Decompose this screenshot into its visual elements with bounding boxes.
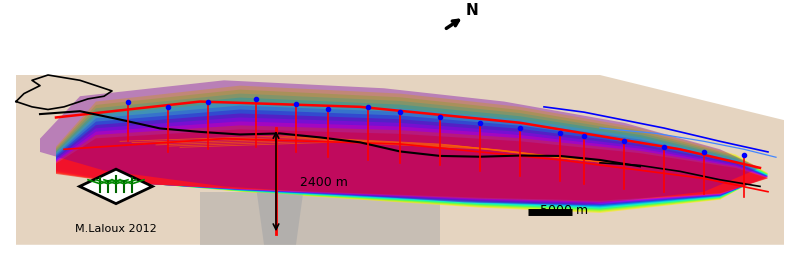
Text: 2400 m: 2400 m	[300, 176, 348, 189]
Polygon shape	[256, 173, 304, 245]
Polygon shape	[56, 118, 768, 204]
Polygon shape	[56, 129, 768, 201]
Text: 5000 m: 5000 m	[540, 204, 588, 217]
Polygon shape	[40, 80, 760, 205]
Polygon shape	[56, 86, 768, 213]
Polygon shape	[56, 106, 768, 207]
Text: N: N	[466, 3, 478, 18]
Polygon shape	[56, 102, 768, 209]
Polygon shape	[16, 75, 784, 245]
Polygon shape	[56, 98, 768, 210]
Polygon shape	[79, 169, 152, 204]
Polygon shape	[56, 94, 768, 211]
Polygon shape	[56, 122, 768, 203]
Text: M.Laloux 2012: M.Laloux 2012	[75, 223, 157, 234]
Polygon shape	[56, 125, 768, 202]
Polygon shape	[56, 114, 768, 205]
Polygon shape	[56, 90, 768, 212]
Polygon shape	[56, 110, 768, 206]
Polygon shape	[200, 192, 440, 245]
